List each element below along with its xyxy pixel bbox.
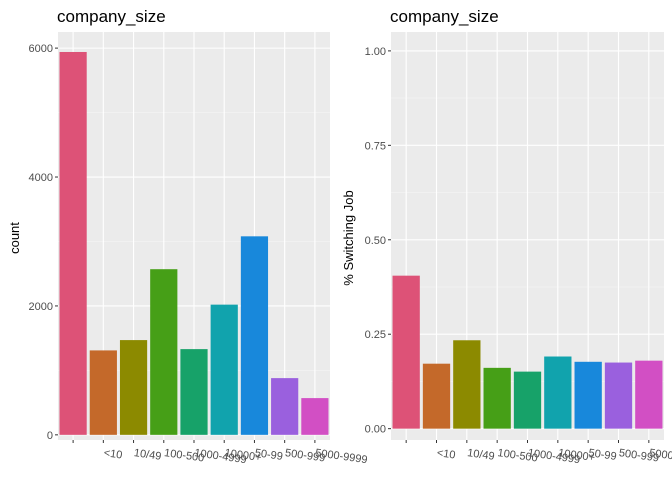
bar (210, 304, 238, 435)
x-tick-label: 10/49 (466, 447, 495, 463)
x-tick-label: <10 (436, 447, 456, 461)
bar (301, 398, 329, 435)
bar (240, 236, 269, 435)
y-tick-label: 0.25 (365, 329, 386, 341)
x-tick-label: 500-999 (284, 447, 326, 465)
bar (119, 340, 148, 435)
bar (453, 340, 481, 429)
x-tick-label: 10000+ (557, 447, 595, 464)
bar (635, 360, 663, 429)
x-tick-label: 500-999 (618, 447, 660, 465)
y-tick-label: 4000 (29, 172, 53, 184)
chart-title: company_size (57, 7, 166, 26)
bar (513, 371, 542, 429)
x-tick-label: 100-500 (497, 447, 539, 465)
bar (422, 363, 451, 429)
x-tick-label: 10/49 (133, 447, 162, 463)
x-tick-label: 50-99 (588, 447, 618, 463)
y-tick-label: 0.00 (365, 424, 386, 436)
bar (544, 356, 572, 429)
x-tick-label: 100-500 (163, 447, 205, 465)
y-tick-label: 6000 (29, 43, 53, 55)
bar (180, 349, 208, 435)
y-tick-label: 2000 (29, 301, 53, 313)
x-tick-label: 50-99 (254, 447, 284, 463)
bar (271, 378, 299, 435)
bar (483, 367, 511, 429)
y-axis-title: % Switching Job (341, 190, 356, 285)
y-tick-label: 0.75 (365, 140, 386, 152)
count-chart: company_size count 0 2000 4000 6000 <10 10/49… (7, 7, 368, 466)
y-tick-label: 0 (47, 430, 53, 442)
bar (392, 275, 420, 429)
bar (59, 51, 87, 435)
y-tick-label: 1.00 (365, 46, 386, 58)
chart-title: company_size (390, 7, 499, 26)
bar (604, 362, 633, 429)
y-tick-label: 0.50 (365, 235, 386, 247)
y-axis-title: count (7, 222, 22, 254)
x-tick-label: 10000+ (224, 447, 262, 464)
bar (574, 361, 602, 429)
switching-job-chart: company_size % Switching Job 0.00 0.25 0.5… (341, 7, 672, 466)
x-tick-label: <10 (103, 447, 123, 461)
bar (89, 350, 117, 435)
bar (150, 269, 178, 435)
